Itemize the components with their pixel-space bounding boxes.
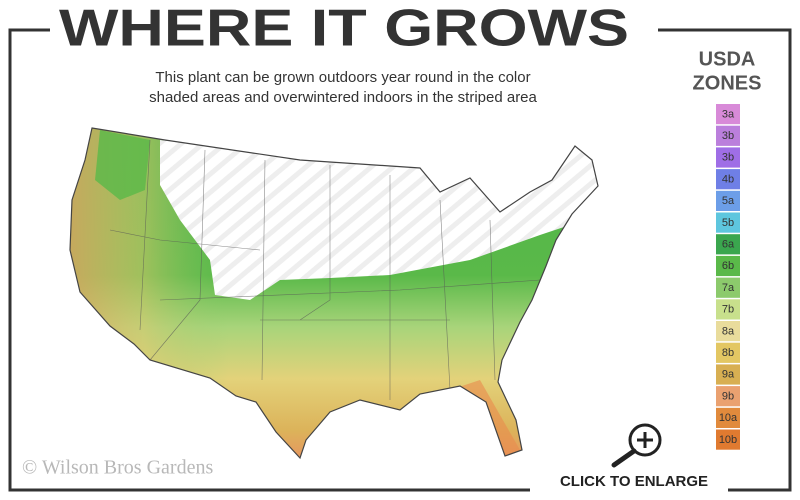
zone-label: 7a [722, 282, 735, 294]
zone-swatch [716, 386, 740, 407]
zone-label: 3b [722, 130, 734, 142]
zone-swatch [716, 299, 740, 320]
zone-label: 9b [722, 390, 734, 402]
zone-label: 9a [722, 369, 735, 381]
zone-label: 3b [722, 152, 734, 164]
zone-swatch [716, 104, 740, 125]
zone-label: 3a [722, 108, 735, 120]
zone-label: 10a [719, 412, 738, 424]
zone-label: 10b [719, 434, 737, 446]
enlarge-button[interactable]: CLICK TO ENLARGE [560, 473, 708, 490]
magnifier-icon[interactable] [611, 423, 662, 468]
zone-label: 4b [722, 173, 734, 185]
zone-swatch [716, 125, 740, 146]
zone-swatch [716, 407, 740, 428]
title: WHERE IT GROWS [59, 0, 629, 58]
magnifier-lens[interactable] [628, 423, 662, 457]
zone-label: 5b [722, 217, 734, 229]
zone-label: 5a [722, 195, 735, 207]
us-map [70, 128, 598, 458]
legend-title: ZONES [693, 72, 762, 94]
magnifier-handle[interactable] [611, 448, 637, 468]
zone-swatch [716, 255, 740, 277]
us-outline [69, 127, 599, 460]
zone-swatch [716, 169, 740, 190]
zone-swatch [716, 147, 740, 168]
zone-swatch [716, 234, 740, 255]
frame [8, 28, 792, 492]
zone-swatch [716, 429, 740, 450]
zone-swatch [716, 212, 740, 233]
zone-label: 7b [722, 304, 734, 316]
zone-swatch [716, 342, 740, 363]
copyright: © Wilson Bros Gardens [22, 457, 213, 479]
zone-swatch [716, 277, 740, 298]
zone-label: 6b [722, 260, 734, 272]
zone-label: 6a [722, 238, 735, 250]
zone-swatch [716, 190, 740, 211]
zone-label: 8a [722, 325, 735, 337]
zone-swatch [716, 364, 740, 385]
subtitle: This plant can be grown outdoors year ro… [155, 69, 530, 86]
subtitle: shaded areas and overwintered indoors in… [149, 89, 537, 106]
legend: 3a 3b 3b 4b 5a 5b 6a 6b 7a 7b 8a 8b 9a 9b 10a 10b [716, 104, 740, 450]
legend-title: USDA [699, 48, 756, 70]
magnifier-plus[interactable] [637, 432, 653, 448]
zone-swatch [716, 321, 740, 342]
zone-label: 8b [722, 347, 734, 359]
